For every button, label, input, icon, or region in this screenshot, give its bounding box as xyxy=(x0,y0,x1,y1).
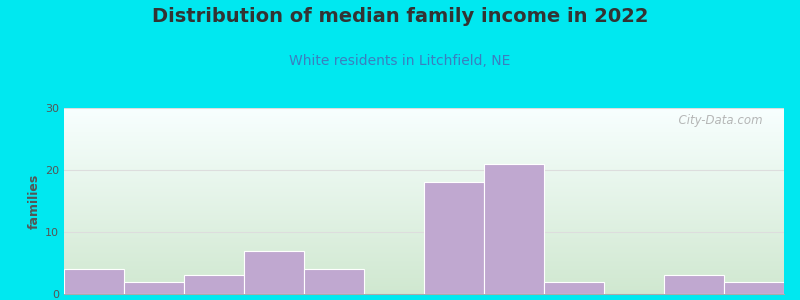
Text: White residents in Litchfield, NE: White residents in Litchfield, NE xyxy=(290,54,510,68)
Bar xyxy=(184,275,244,294)
Bar xyxy=(424,182,484,294)
Text: City-Data.com: City-Data.com xyxy=(670,114,762,127)
Bar xyxy=(244,250,304,294)
Text: Distribution of median family income in 2022: Distribution of median family income in … xyxy=(152,8,648,26)
Y-axis label: families: families xyxy=(28,173,41,229)
Bar xyxy=(724,282,784,294)
Bar xyxy=(664,275,724,294)
Bar xyxy=(544,282,604,294)
Bar xyxy=(124,282,184,294)
Bar xyxy=(484,164,544,294)
Bar xyxy=(64,269,124,294)
Bar xyxy=(304,269,364,294)
